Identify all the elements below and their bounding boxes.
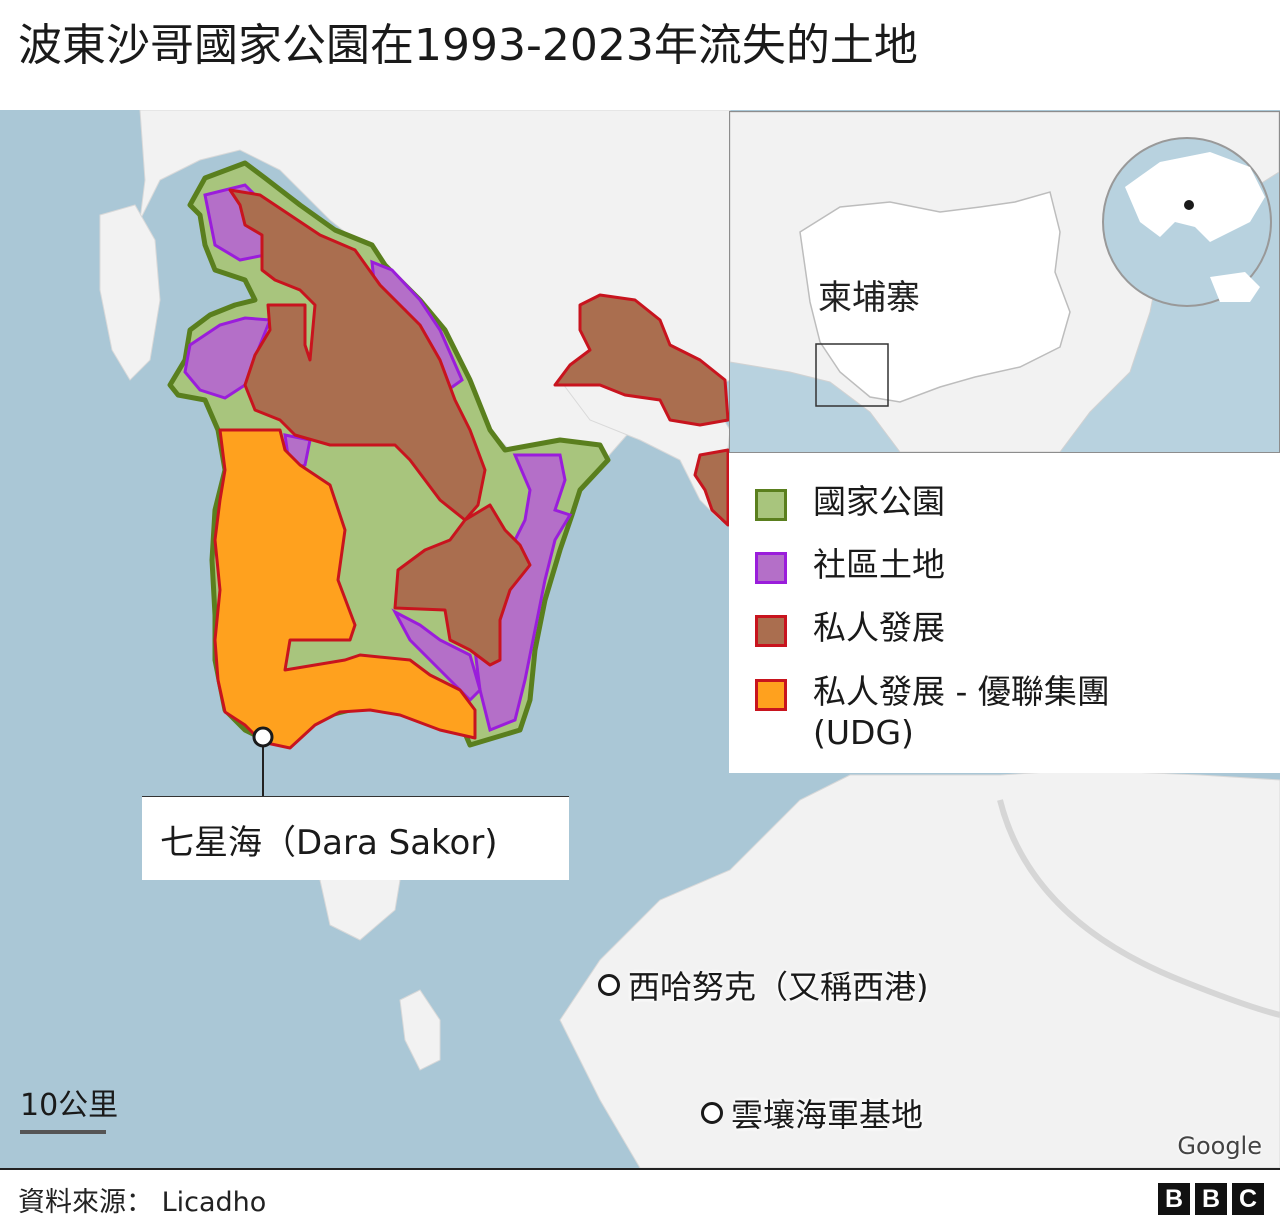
bbc-logo-letter: C — [1232, 1183, 1264, 1215]
place-label: 雲壤海軍基地 — [731, 1096, 924, 1134]
southern-peninsula — [559, 769, 1280, 1168]
swatch-community-land — [755, 552, 787, 584]
legend-item-private-development: 私人發展 — [755, 607, 945, 648]
legend-label: 國家公園 — [813, 482, 945, 521]
globe-australia — [1210, 272, 1260, 302]
main-map — [99, 110, 1280, 1168]
dara-sakor-callout: 七星海（Dara Sakor) — [142, 796, 569, 880]
private-dev-offsite-1 — [553, 293, 730, 427]
place-sihanoukville: 西哈努克（又稱西港) — [598, 962, 929, 1008]
map-area[interactable]: 柬埔寨 國家公園 社區土地 私人發展 私人發展 - 優聯集團(UDG) 七星海（… — [0, 110, 1280, 1168]
bbc-logo: B B C — [1158, 1183, 1264, 1215]
map-title: 波東沙哥國家公園在1993-2023年流失的土地 — [18, 20, 918, 71]
callout-label: 七星海（Dara Sakor) — [160, 823, 498, 863]
place-marker — [598, 974, 620, 996]
legend: 國家公園 社區土地 私人發展 私人發展 - 優聯集團(UDG) — [729, 453, 1280, 773]
source-text: 資料來源： Licadho — [18, 1187, 267, 1218]
swatch-private-development — [755, 615, 787, 647]
private-dev-main — [228, 188, 487, 522]
swatch-national-park — [755, 489, 787, 521]
dara-sakor-marker — [252, 726, 274, 748]
legend-label: 私人發展 — [813, 608, 945, 647]
inset-map-graphic — [730, 112, 1279, 452]
inset-locator-box — [815, 343, 889, 407]
footer-divider — [0, 1168, 1280, 1170]
private-dev-south — [393, 503, 532, 667]
place-label: 西哈努克（又稱西港) — [628, 968, 929, 1006]
legend-label: 社區土地 — [813, 545, 945, 584]
udg-area — [213, 428, 477, 750]
place-ream-naval-base: 雲壤海軍基地 — [701, 1090, 923, 1136]
legend-item-national-park: 國家公園 — [755, 481, 945, 522]
globe-marker — [1184, 200, 1194, 210]
bbc-logo-letter: B — [1158, 1183, 1190, 1215]
legend-item-community-land: 社區土地 — [755, 544, 945, 585]
inset-cambodia — [799, 191, 1071, 403]
private-dev-offsite-2 — [693, 448, 730, 527]
community-land-se-strip — [391, 608, 482, 703]
scale-label: 10公里 — [20, 1088, 119, 1123]
map-attribution: Google — [1177, 1132, 1262, 1160]
legend-item-udg: 私人發展 - 優聯集團(UDG) — [755, 671, 1193, 754]
bbc-logo-letter: B — [1195, 1183, 1227, 1215]
scale-line — [20, 1130, 106, 1134]
inset-map: 柬埔寨 — [729, 111, 1280, 453]
island-west — [99, 204, 161, 381]
southern-peninsula-ridge — [997, 799, 1280, 1018]
swatch-udg — [755, 679, 787, 711]
island-south-2 — [399, 989, 441, 1071]
inset-country-label: 柬埔寨 — [818, 278, 920, 318]
legend-label: 私人發展 - 優聯集團(UDG) — [813, 672, 1110, 753]
place-marker — [701, 1102, 723, 1124]
globe-asia — [1125, 152, 1265, 242]
scale-bar: 10公里 — [20, 1080, 118, 1134]
